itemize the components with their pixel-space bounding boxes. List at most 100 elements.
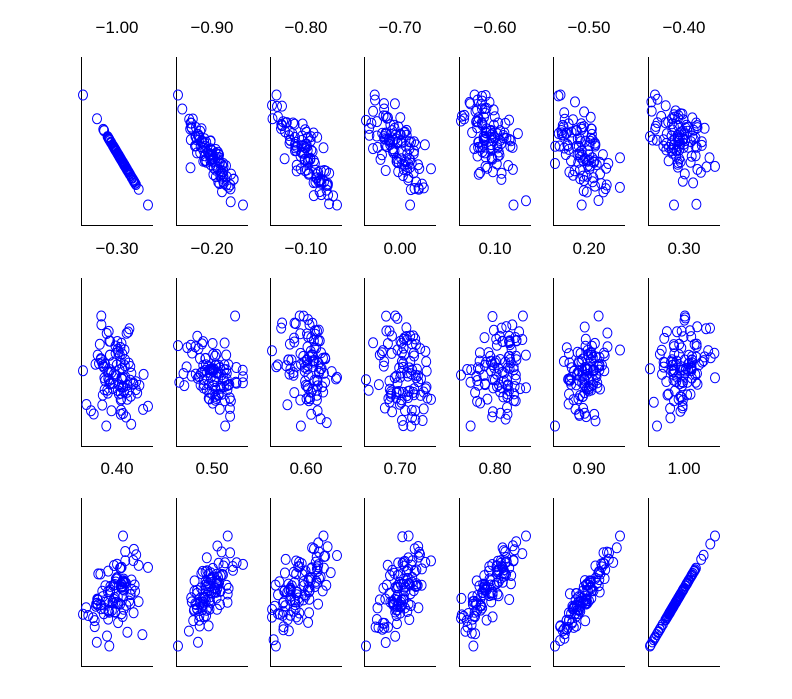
scatter-point	[418, 403, 429, 415]
scatter-point	[504, 114, 515, 126]
scatter-point	[402, 606, 413, 617]
scatter-point	[679, 354, 690, 366]
scatter-point	[403, 386, 413, 397]
scatter-point	[380, 637, 391, 648]
scatter-point	[215, 599, 225, 611]
axis-frame	[81, 498, 153, 667]
scatter-point	[224, 402, 235, 414]
scatter-point	[495, 407, 506, 419]
scatter-panel: −0.40	[645, 18, 720, 226]
scatter-point	[682, 389, 693, 401]
scatter-point	[304, 581, 314, 593]
scatter-point	[104, 640, 115, 652]
scatter-point	[321, 579, 332, 591]
scatter-panel: 0.90	[550, 459, 625, 667]
scatter-point	[572, 133, 583, 145]
scatter-point	[195, 367, 206, 379]
scatter-point	[652, 93, 663, 105]
scatter-point	[322, 179, 333, 191]
scatter-point	[426, 393, 436, 405]
scatter-point	[710, 160, 720, 172]
scatter-point	[116, 404, 127, 416]
scatter-point	[303, 370, 314, 381]
scatter-point	[118, 530, 128, 542]
scatter-point	[583, 579, 593, 591]
scatter-point	[108, 377, 118, 389]
scatter-point	[391, 386, 402, 398]
scatter-point	[289, 387, 300, 399]
scatter-point	[411, 339, 421, 350]
scatter-point	[561, 127, 572, 139]
scatter-point	[417, 415, 428, 426]
scatter-point	[669, 199, 679, 211]
scatter-point	[173, 89, 183, 101]
panel-title: −0.10	[284, 239, 327, 258]
scatter-point	[116, 372, 127, 384]
scatter-point	[288, 605, 299, 617]
scatter-point	[325, 567, 336, 579]
scatter-point	[593, 310, 604, 322]
scatter-point	[481, 614, 492, 626]
scatter-point	[590, 139, 601, 150]
scatter-point	[98, 123, 109, 135]
scatter-point	[570, 594, 581, 606]
scatter-point	[419, 139, 430, 151]
scatter-point	[390, 630, 401, 642]
scatter-point	[401, 129, 412, 141]
scatter-point	[318, 142, 329, 154]
scatter-point	[119, 584, 129, 596]
scatter-point	[391, 610, 402, 622]
scatter-point	[228, 173, 239, 185]
scatter-point	[492, 577, 503, 589]
scatter-point	[379, 402, 390, 414]
scatter-point	[78, 608, 88, 620]
scatter-point	[279, 567, 290, 579]
scatter-point	[515, 383, 526, 395]
scatter-point	[594, 156, 605, 168]
scatter-point	[652, 420, 662, 432]
axis-frame	[459, 498, 531, 667]
scatter-point	[238, 371, 248, 383]
scatter-point	[468, 640, 479, 652]
scatter-point	[503, 351, 514, 363]
scatter-point	[674, 338, 685, 350]
scatter-point	[485, 355, 496, 367]
scatter-point	[110, 347, 121, 359]
scatter-point	[369, 89, 380, 101]
scatter-point	[488, 119, 499, 131]
scatter-point	[489, 131, 500, 143]
scatter-point	[361, 640, 371, 652]
scatter-point	[409, 136, 420, 148]
scatter-point	[382, 559, 393, 571]
scatter-point	[705, 352, 716, 364]
scatter-point	[478, 130, 489, 142]
scatter-point	[694, 359, 704, 371]
scatter-point	[469, 595, 480, 607]
scatter-point	[710, 530, 720, 542]
scatter-point	[421, 381, 432, 393]
scatter-point	[409, 543, 420, 555]
scatter-point	[221, 171, 232, 183]
scatter-point	[222, 588, 233, 600]
scatter-point	[550, 158, 560, 169]
scatter-point	[205, 135, 216, 147]
scatter-point	[291, 568, 302, 580]
scatter-point	[294, 561, 305, 573]
scatter-point	[395, 129, 406, 141]
scatter-point	[413, 182, 424, 194]
scatter-point	[487, 153, 498, 165]
scatter-point	[592, 381, 603, 393]
scatter-point	[124, 323, 135, 335]
scatter-point	[681, 119, 692, 131]
scatter-point	[115, 408, 126, 420]
axis-frame	[553, 278, 625, 447]
scatter-point	[213, 557, 224, 569]
scatter-point	[506, 578, 516, 590]
scatter-point	[210, 350, 220, 362]
scatter-point	[202, 580, 213, 592]
scatter-point	[589, 337, 600, 349]
scatter-point	[300, 142, 311, 154]
scatter-point	[675, 138, 686, 150]
scatter-point	[314, 186, 325, 198]
scatter-point	[647, 636, 658, 648]
